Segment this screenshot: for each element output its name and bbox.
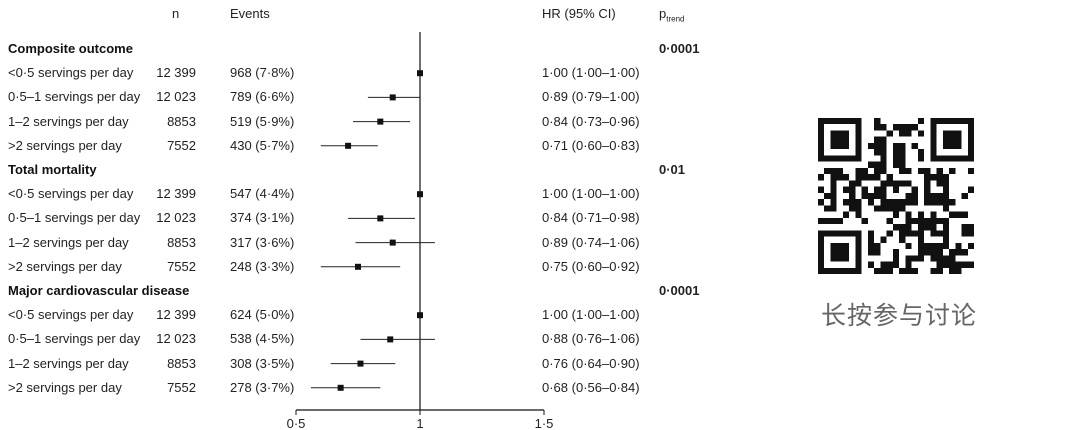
p-trend-value: 0·0001 <box>659 41 700 56</box>
row-hr-ci: 0·89 (0·74–1·06) <box>542 234 640 250</box>
x-tick-label: 1·5 <box>535 416 554 430</box>
row-hr-ci: 0·71 (0·60–0·83) <box>542 137 640 153</box>
row-events: 547 (4·4%) <box>230 186 295 202</box>
group-title: Major cardiovascular disease <box>8 283 190 298</box>
row-events: 248 (3·3%) <box>230 258 295 274</box>
row-events: 317 (3·6%) <box>230 234 295 250</box>
group-title: Composite outcome <box>8 41 133 56</box>
row-hr-ci: 0·89 (0·79–1·00) <box>542 89 640 105</box>
row-n: 8853 <box>167 355 196 371</box>
row-hr-ci: 0·84 (0·73–0·96) <box>542 113 640 129</box>
row-n: 12 399 <box>156 65 196 81</box>
qr-code-icon <box>818 118 974 274</box>
row-n: 12 023 <box>156 331 196 347</box>
header-hr: HR (95% CI) <box>542 6 616 21</box>
row-events: 278 (3·7%) <box>230 379 295 395</box>
row-label: <0·5 servings per day <box>8 65 134 81</box>
hr-point <box>417 191 423 198</box>
hr-point <box>389 239 396 246</box>
hr-point <box>389 94 396 101</box>
row-events: 430 (5·7%) <box>230 137 295 153</box>
header-p-sub: trend <box>666 14 685 24</box>
row-n: 12 023 <box>156 210 196 226</box>
row-hr-ci: 1·00 (1·00–1·00) <box>542 65 640 81</box>
row-events: 374 (3·1%) <box>230 210 295 226</box>
row-label: <0·5 servings per day <box>8 186 134 202</box>
row-label: 0·5–1 servings per day <box>8 210 141 226</box>
row-label: 0·5–1 servings per day <box>8 331 141 347</box>
row-n: 12 399 <box>156 186 196 202</box>
hr-point <box>355 263 361 270</box>
header-events: Events <box>230 6 270 21</box>
row-label: >2 servings per day <box>8 379 122 395</box>
hr-point <box>345 142 352 149</box>
header-p-main: p <box>659 6 667 21</box>
row-n: 12 023 <box>156 89 196 105</box>
row-events: 968 (7·8%) <box>230 65 295 81</box>
row-events: 624 (5·0%) <box>230 307 295 323</box>
hr-point <box>417 70 423 77</box>
row-label: 1–2 servings per day <box>8 355 129 371</box>
row-label: >2 servings per day <box>8 258 122 274</box>
row-label: 0·5–1 servings per day <box>8 89 141 105</box>
hr-point <box>377 215 384 222</box>
header-n: n <box>172 6 180 21</box>
row-n: 8853 <box>167 113 196 129</box>
row-hr-ci: 1·00 (1·00–1·00) <box>542 186 640 202</box>
row-events: 519 (5·9%) <box>230 113 295 129</box>
row-n: 12 399 <box>156 307 196 323</box>
row-hr-ci: 0·76 (0·64–0·90) <box>542 355 640 371</box>
row-n: 7552 <box>167 258 196 274</box>
row-hr-ci: 1·00 (1·00–1·00) <box>542 307 640 323</box>
row-n: 7552 <box>167 379 196 395</box>
group-title: Total mortality <box>8 162 97 177</box>
hr-point <box>417 312 423 319</box>
hr-point <box>377 118 384 125</box>
row-label: 1–2 servings per day <box>8 113 129 129</box>
row-hr-ci: 0·84 (0·71–0·98) <box>542 210 640 226</box>
hr-point <box>387 336 394 343</box>
hr-point <box>357 360 364 367</box>
row-hr-ci: 0·88 (0·76–1·06) <box>542 331 640 347</box>
row-label: <0·5 servings per day <box>8 307 134 323</box>
row-events: 789 (6·6%) <box>230 89 295 105</box>
row-events: 308 (3·5%) <box>230 355 295 371</box>
qr-caption: 长按参与讨论 <box>820 302 977 330</box>
row-n: 8853 <box>167 234 196 250</box>
row-events: 538 (4·5%) <box>230 331 295 347</box>
p-trend-value: 0·0001 <box>659 283 700 298</box>
p-trend-value: 0·01 <box>659 162 686 177</box>
header-p-trend: ptrend <box>659 6 684 24</box>
row-n: 7552 <box>167 137 196 153</box>
x-tick-label: 1 <box>416 416 423 430</box>
row-label: >2 servings per day <box>8 137 122 153</box>
x-tick-label: 0·5 <box>287 416 306 430</box>
row-hr-ci: 0·75 (0·60–0·92) <box>542 258 640 274</box>
row-label: 1–2 servings per day <box>8 234 129 250</box>
row-hr-ci: 0·68 (0·56–0·84) <box>542 379 640 395</box>
hr-point <box>337 384 344 391</box>
